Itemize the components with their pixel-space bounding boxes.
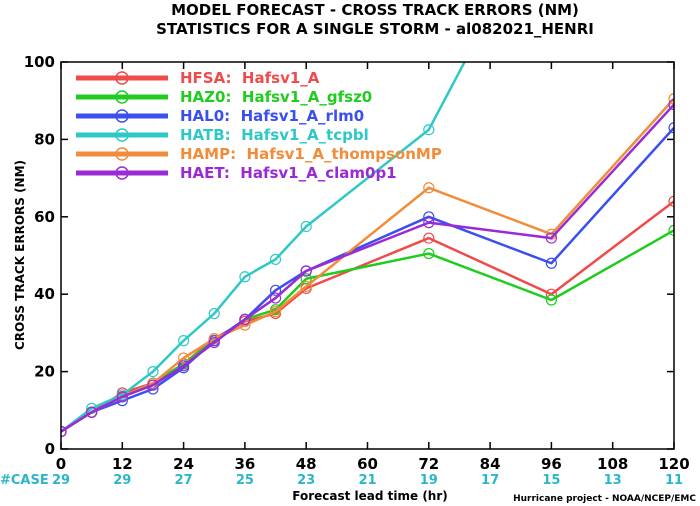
y-axis-label: CROSS TRACK ERRORS (NM)	[13, 160, 27, 350]
case-label: #CASE	[0, 473, 49, 488]
x-tick-label: 84	[480, 455, 501, 473]
case-count: 11	[665, 473, 683, 488]
case-count: 19	[420, 473, 438, 488]
legend-label: HFSA: Hafsv1_A	[180, 69, 320, 87]
x-tick-label: 48	[296, 455, 317, 473]
data-point	[423, 217, 435, 229]
credit-text: Hurricane project - NOAA/NCEP/EMC	[513, 494, 696, 504]
data-point	[239, 313, 251, 325]
data-point	[269, 292, 282, 304]
case-count: 23	[297, 473, 315, 488]
y-tick-label: 100	[24, 53, 55, 71]
chart-title: MODEL FORECAST - CROSS TRACK ERRORS (NM)	[171, 1, 579, 19]
case-count: 17	[481, 473, 499, 488]
data-point	[208, 336, 220, 349]
data-point	[668, 93, 674, 105]
plot-frame	[60, 61, 675, 450]
plot-area: 0291229242736254823602172198417961510813…	[24, 53, 690, 488]
data-point	[423, 247, 435, 260]
x-tick-label: 60	[357, 455, 378, 473]
x-tick-label: 36	[234, 455, 255, 473]
series-line	[61, 229, 674, 433]
legend-label: HATB: Hafsv1_A_tcpbl	[180, 126, 369, 144]
data-point	[545, 232, 558, 244]
data-point	[545, 257, 558, 269]
data-point	[61, 425, 67, 438]
legend-marker	[115, 128, 129, 142]
y-tick-label: 40	[34, 285, 55, 303]
data-point	[147, 379, 159, 391]
data-point	[269, 253, 282, 265]
data-point	[300, 265, 312, 277]
data-point	[178, 335, 190, 347]
case-count: 29	[113, 473, 131, 488]
x-tick-label: 72	[418, 455, 439, 473]
x-tick-label: 24	[173, 455, 194, 473]
series-line	[61, 103, 674, 433]
y-tick-label: 60	[34, 208, 55, 226]
case-count: 25	[236, 473, 254, 488]
data-point	[300, 273, 312, 285]
legend-label: HAMP: Hafsv1_A_thompsonMP	[180, 145, 442, 163]
data-point	[300, 280, 312, 293]
y-tick-label: 0	[45, 440, 55, 458]
data-point	[178, 360, 190, 372]
data-point	[208, 307, 220, 320]
x-tick-label: 0	[56, 455, 66, 473]
y-tick-label: 80	[34, 130, 55, 148]
chart-subtitle: STATISTICS FOR A SINGLE STORM - al082021…	[156, 20, 594, 38]
legend-label: HAET: Hafsv1_A_clam0p1	[180, 164, 397, 182]
case-count: 21	[358, 473, 376, 488]
legend-marker	[115, 90, 129, 104]
x-tick-label: 108	[597, 455, 628, 473]
data-point	[86, 406, 98, 418]
data-point	[423, 124, 435, 136]
case-count: 13	[604, 473, 622, 488]
case-count: 15	[542, 473, 560, 488]
legend-label: HAZ0: Hafsv1_A_gfsz0	[180, 88, 372, 106]
data-point	[423, 182, 435, 194]
data-point	[116, 391, 128, 403]
x-axis-label: Forecast lead time (hr)	[292, 489, 448, 503]
data-point	[239, 271, 251, 283]
tick-layer: 0291229242736254823602172198417961510813…	[24, 53, 690, 488]
data-point	[269, 284, 282, 296]
x-tick-label: 120	[658, 455, 689, 473]
data-point	[178, 352, 190, 364]
legend-marker	[115, 109, 129, 123]
series-line	[61, 62, 466, 433]
data-point	[423, 232, 435, 244]
case-count: 29	[52, 473, 70, 488]
data-point	[269, 306, 282, 318]
legend-marker	[115, 147, 129, 161]
series-layer	[61, 62, 674, 438]
x-tick-label: 96	[541, 455, 562, 473]
case-count: 27	[175, 473, 193, 488]
data-point	[668, 224, 674, 236]
x-tick-label: 12	[112, 455, 133, 473]
data-point	[668, 195, 674, 207]
legend-marker	[115, 166, 129, 180]
legend-marker	[115, 71, 129, 85]
legend-label: HAL0: Hafsv1_A_rlm0	[180, 107, 364, 125]
data-point	[147, 366, 159, 378]
y-tick-label: 20	[34, 363, 55, 381]
data-point	[668, 122, 674, 134]
data-point	[300, 220, 312, 233]
data-point	[668, 98, 674, 111]
data-point	[545, 294, 558, 306]
